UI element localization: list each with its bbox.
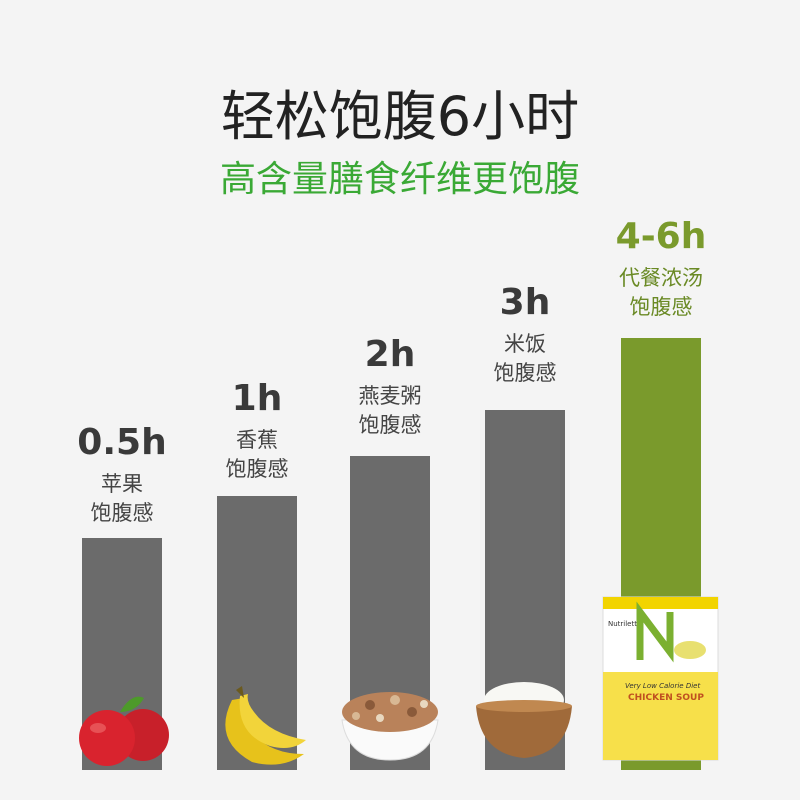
duration: 1h — [231, 378, 283, 419]
food-label: 苹果 — [101, 472, 143, 496]
title: 轻松饱腹6小时 — [220, 85, 580, 148]
duration: 2h — [364, 334, 416, 375]
subtitle: 高含量膳食纤维更饱腹 — [219, 159, 580, 200]
duration: 4-6h — [615, 216, 707, 257]
food-label: 饱腹感 — [225, 457, 289, 481]
food-label: 饱腹感 — [358, 413, 422, 437]
food-label: 饱腹感 — [90, 501, 154, 525]
duration: 0.5h — [77, 422, 167, 463]
food-label: 饱腹感 — [493, 361, 557, 385]
product-flavor: CHICKEN SOUP — [628, 693, 704, 703]
food-label: 香蕉 — [236, 428, 278, 452]
food-label: 代餐浓汤 — [619, 266, 703, 290]
duration: 3h — [499, 282, 551, 323]
food-label: 米饭 — [504, 332, 546, 356]
product-brand: Nutrilett — [608, 620, 637, 628]
food-label: 饱腹感 — [629, 295, 693, 319]
product-line: Very Low Calorie Diet — [625, 682, 700, 690]
food-label: 燕麦粥 — [358, 384, 422, 408]
